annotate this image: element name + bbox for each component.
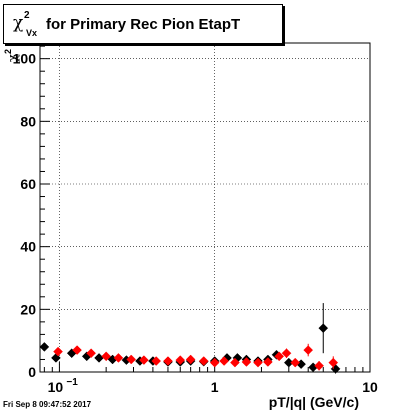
data-point: [314, 360, 324, 371]
y-axis-label-superscript: 2: [3, 49, 13, 54]
data-point: [318, 323, 329, 333]
data-point: [328, 357, 339, 368]
data-point: [241, 357, 252, 367]
chart-title: for Primary Rec Pion EtapT: [46, 16, 241, 33]
data-point: [126, 354, 137, 365]
data-point: [253, 357, 263, 368]
data-point: [139, 355, 149, 365]
grid-lines: [40, 43, 370, 372]
title-symbol: χ: [13, 13, 24, 33]
data-point: [283, 357, 294, 368]
data-point: [163, 356, 173, 366]
timestamp: Fri Sep 8 09:47:52 2017: [3, 400, 92, 409]
y-tick-label: 40: [20, 239, 36, 255]
data-point: [39, 342, 50, 352]
y-tick-label: 100: [13, 51, 37, 67]
y-tick-label: 0: [28, 364, 36, 380]
data-point: [151, 356, 162, 366]
data-point: [230, 357, 240, 368]
x-tick-label: 10: [48, 379, 64, 395]
x-tick-label-exponent: −1: [66, 377, 78, 388]
y-tick-label: 80: [20, 113, 36, 129]
data-point: [185, 354, 196, 365]
data-point: [290, 357, 301, 368]
data-point: [263, 357, 273, 367]
x-axis-label: pT/|q| (GeV/c): [269, 394, 359, 410]
data-point: [274, 351, 284, 362]
data-point: [53, 346, 63, 357]
data-point: [303, 345, 314, 355]
title-symbol-superscript: 2: [24, 10, 30, 21]
y-tick-label: 20: [20, 301, 36, 317]
data-marks: [39, 303, 341, 374]
y-axis-label: χ: [6, 54, 21, 62]
title-box: χ 2 Vx for Primary Rec Pion EtapT: [3, 4, 283, 44]
title-symbol-subscript: Vx: [26, 28, 38, 38]
data-point: [101, 351, 112, 362]
data-point: [209, 357, 220, 368]
data-point: [219, 356, 229, 366]
plot-frame: [39, 42, 371, 373]
data-point: [86, 348, 96, 359]
data-point: [175, 355, 186, 365]
data-point: [281, 348, 292, 359]
y-tick-label: 60: [20, 176, 36, 192]
x-tick-label: 10: [362, 379, 378, 395]
data-point: [113, 353, 124, 363]
data-point: [72, 345, 82, 355]
data-point: [198, 356, 209, 366]
x-tick-label: 1: [211, 379, 219, 395]
